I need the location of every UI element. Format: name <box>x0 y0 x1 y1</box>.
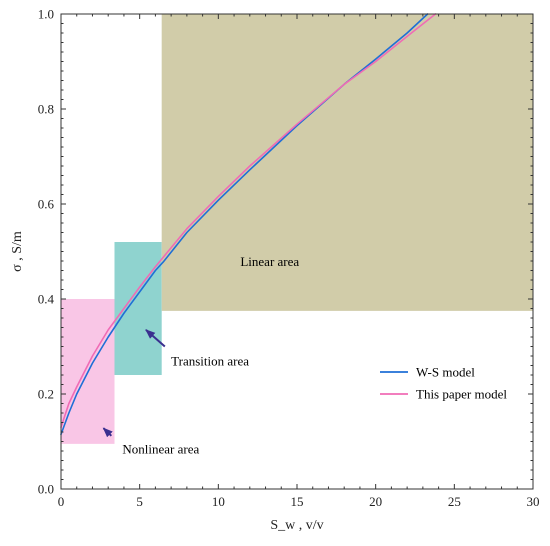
x-tick-label: 15 <box>291 494 304 509</box>
region-transition <box>114 242 162 375</box>
x-tick-label: 30 <box>527 494 540 509</box>
y-tick-label: 0.2 <box>38 387 54 402</box>
annotation-transition: Transition area <box>171 354 249 369</box>
series-layer <box>60 13 437 436</box>
labels-layer: S_w , v/v σ , S/m <box>10 231 324 533</box>
annotation-nonlinear: Nonlinear area <box>122 441 199 456</box>
y-tick-label: 0.6 <box>38 197 55 212</box>
legend-label-1: This paper model <box>416 387 507 402</box>
annotation-arrow-transition <box>145 329 166 348</box>
annotations-layer: Transition area Nonlinear area Linear area <box>102 254 299 456</box>
region-linear <box>161 14 533 311</box>
ticks-layer: 0 5 10 15 20 25 30 0.0 0.2 0.4 0.6 0.8 1.0 <box>38 7 540 510</box>
x-tick-label: 5 <box>136 494 143 509</box>
regions-layer <box>61 14 533 444</box>
x-tick-label: 0 <box>58 494 65 509</box>
series-line-1 <box>60 13 437 429</box>
y-tick-label: 0.4 <box>38 292 55 307</box>
x-tick-label: 20 <box>369 494 382 509</box>
legend: W-S model This paper model <box>380 365 507 402</box>
x-tick-label: 10 <box>212 494 225 509</box>
y-tick-label: 0.8 <box>38 102 54 117</box>
y-tick-label: 0.0 <box>38 482 54 497</box>
legend-label-0: W-S model <box>416 365 475 380</box>
annotation-arrow-nonlinear <box>102 427 113 438</box>
y-tick-label: 1.0 <box>38 7 54 22</box>
x-tick-label: 25 <box>448 494 461 509</box>
y-axis-label: σ , S/m <box>10 231 25 272</box>
x-axis-label: S_w , v/v <box>270 518 323 533</box>
annotation-linear: Linear area <box>240 254 299 269</box>
